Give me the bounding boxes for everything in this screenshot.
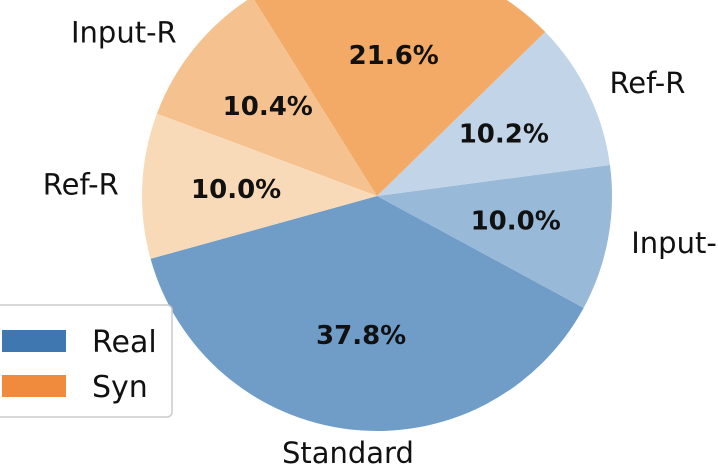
slice-value-label: 10.2%: [459, 119, 549, 149]
slice-value-label: 10.0%: [471, 207, 561, 237]
pie-slice: [377, 31, 610, 197]
legend-swatch-syn: [2, 375, 66, 397]
pie-slice: [142, 113, 377, 259]
legend-swatch-real: [2, 330, 66, 352]
slice-value-label: 10.4%: [223, 92, 313, 122]
slice-category-label: Standard: [282, 436, 414, 464]
pie-slices: [142, 0, 612, 431]
slice-value-label: 21.6%: [349, 41, 439, 71]
slice-value-label: 10.0%: [191, 175, 281, 205]
slice-value-label: 37.8%: [316, 321, 406, 351]
legend-label-syn: Syn: [92, 370, 148, 405]
pie-slice: [254, 0, 546, 196]
pie-slice: [150, 196, 584, 431]
pie-slice: [156, 0, 377, 196]
slice-category-label: Ref-R: [609, 66, 685, 100]
slice-category-label: Input-R: [71, 16, 177, 50]
pie-slice: [377, 165, 612, 308]
legend: Real Syn: [0, 304, 173, 418]
legend-label-real: Real: [92, 325, 157, 360]
slice-category-label: Ref-R: [43, 168, 119, 202]
pie-labels: 37.8% Standard 10.0% Input-R 10.2% Ref-R 21.6%…: [43, 16, 718, 464]
slice-category-label: Input-R: [631, 226, 718, 260]
